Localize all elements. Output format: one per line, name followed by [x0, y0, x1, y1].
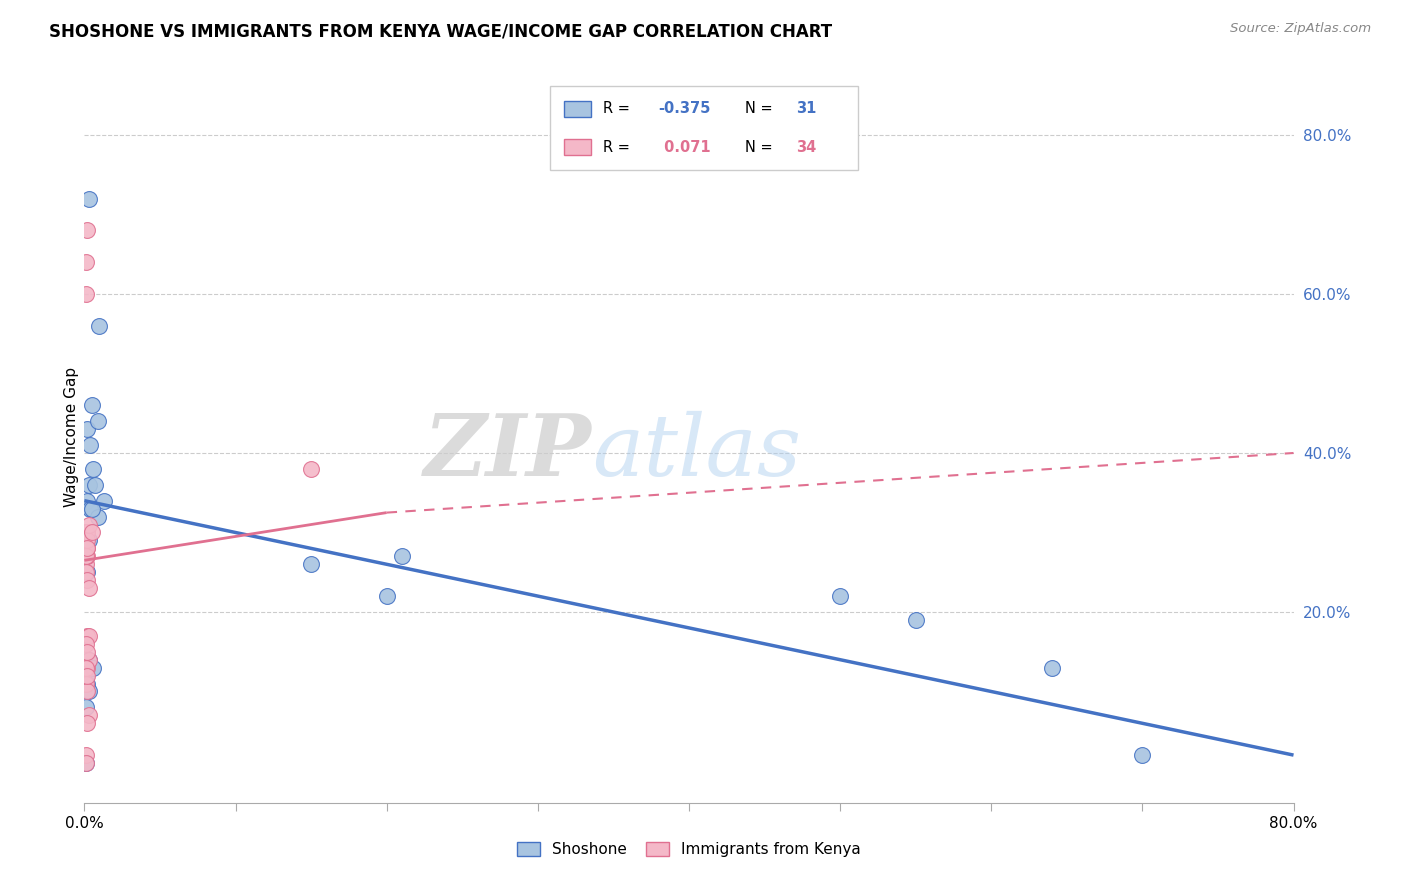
Point: [87, 509, 110, 524]
Text: Source: ZipAtlas.com: Source: ZipAtlas.com: [1230, 22, 1371, 36]
Point: [1130, 748, 1153, 763]
Point: [75, 549, 97, 564]
Point: [75, 533, 97, 548]
Text: R =: R =: [603, 101, 634, 116]
Point: [76, 629, 98, 643]
Point: [80, 398, 103, 412]
Point: [75, 748, 97, 763]
Point: [75, 287, 97, 301]
Text: 0.071: 0.071: [659, 140, 710, 155]
Point: [1040, 660, 1063, 674]
Point: [77, 477, 100, 491]
Point: [375, 589, 398, 603]
Point: [77, 192, 100, 206]
Point: [76, 668, 98, 682]
Point: [76, 422, 98, 436]
Point: [75, 700, 97, 714]
Point: [299, 558, 322, 572]
Point: [76, 493, 98, 508]
Point: [76, 533, 98, 548]
Point: [82, 462, 104, 476]
Text: ZIP: ZIP: [425, 410, 592, 493]
Point: [79, 501, 101, 516]
Point: [75, 660, 97, 674]
Point: [904, 613, 927, 627]
Text: SHOSHONE VS IMMIGRANTS FROM KENYA WAGE/INCOME GAP CORRELATION CHART: SHOSHONE VS IMMIGRANTS FROM KENYA WAGE/I…: [49, 22, 832, 40]
Text: 34: 34: [797, 140, 817, 155]
Point: [76, 566, 98, 580]
Point: [76, 676, 98, 690]
Point: [93, 493, 115, 508]
Point: [299, 462, 322, 476]
Point: [77, 629, 100, 643]
Point: [76, 684, 98, 698]
Point: [75, 637, 97, 651]
Text: -0.375: -0.375: [659, 101, 711, 116]
Point: [79, 438, 101, 452]
Point: [75, 566, 97, 580]
Point: [75, 541, 97, 556]
Point: [75, 756, 97, 770]
Legend: Shoshone, Immigrants from Kenya: Shoshone, Immigrants from Kenya: [510, 834, 868, 864]
Point: [76, 573, 98, 587]
Point: [75, 255, 97, 269]
Point: [89, 318, 111, 333]
FancyBboxPatch shape: [550, 86, 858, 170]
Text: R =: R =: [603, 140, 634, 155]
Point: [77, 517, 100, 532]
Point: [75, 558, 97, 572]
Point: [75, 676, 97, 690]
Y-axis label: Wage/Income Gap: Wage/Income Gap: [63, 367, 79, 508]
Point: [76, 716, 98, 731]
Point: [75, 525, 97, 540]
Point: [76, 525, 98, 540]
Point: [76, 549, 98, 564]
Point: [76, 645, 98, 659]
Point: [84, 477, 107, 491]
Point: [76, 223, 98, 237]
Point: [75, 549, 97, 564]
Point: [830, 589, 852, 603]
Text: atlas: atlas: [592, 410, 801, 493]
Point: [82, 660, 104, 674]
Text: 31: 31: [797, 101, 817, 116]
Point: [76, 541, 98, 556]
Text: N =: N =: [745, 101, 776, 116]
FancyBboxPatch shape: [564, 101, 591, 117]
Point: [76, 525, 98, 540]
FancyBboxPatch shape: [564, 139, 591, 155]
Point: [77, 684, 100, 698]
Point: [76, 660, 98, 674]
Point: [77, 708, 100, 723]
Point: [77, 533, 100, 548]
Text: N =: N =: [745, 140, 776, 155]
Point: [87, 414, 110, 428]
Point: [76, 541, 98, 556]
Point: [391, 549, 413, 564]
Point: [80, 525, 103, 540]
Point: [77, 653, 100, 667]
Point: [80, 501, 103, 516]
Point: [77, 653, 100, 667]
Point: [75, 756, 97, 770]
Point: [75, 668, 97, 682]
Point: [77, 581, 100, 595]
